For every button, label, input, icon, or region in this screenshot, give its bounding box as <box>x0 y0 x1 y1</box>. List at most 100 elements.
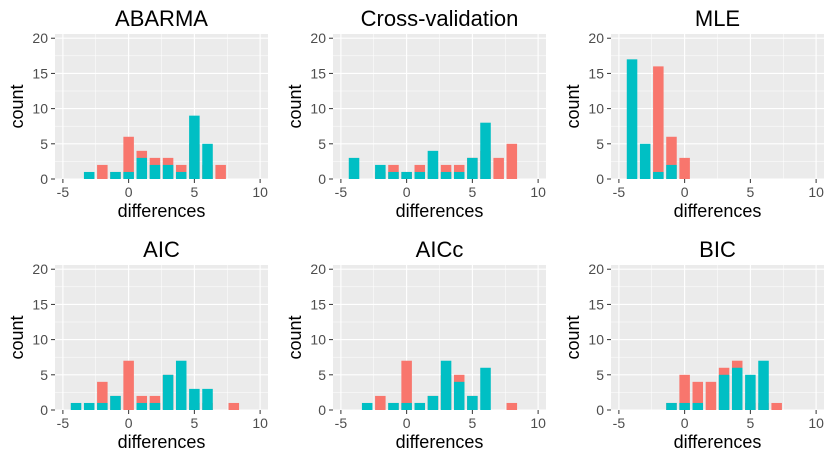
x-axis-title: differences <box>674 201 762 221</box>
bar-red-x0 <box>401 360 412 410</box>
bar-teal-x1 <box>136 402 148 410</box>
bar-teal-x-2 <box>653 171 664 179</box>
bar-teal-x-1 <box>666 164 677 179</box>
y-tick-label: 15 <box>310 296 326 312</box>
bar-red-x-2 <box>375 395 386 410</box>
bar-teal-x0 <box>123 171 134 179</box>
bar-teal-x1 <box>692 402 704 410</box>
x-tick-label: 5 <box>468 415 476 431</box>
bar-teal-x3 <box>440 171 452 179</box>
y-tick-label: 0 <box>40 171 48 187</box>
bar-teal-x-3 <box>639 143 651 179</box>
bar-red-x8 <box>506 143 518 179</box>
bar-teal-x-4 <box>70 402 82 410</box>
bar-red-x0 <box>679 374 690 410</box>
facet-title: BIC <box>699 237 736 262</box>
y-tick-label: 0 <box>40 402 48 418</box>
bar-teal-x2 <box>149 402 161 410</box>
bar-teal-x1 <box>414 171 426 179</box>
x-tick-label: 5 <box>468 184 476 200</box>
bar-teal-x-1 <box>110 171 121 179</box>
x-axis-title: differences <box>118 201 206 221</box>
x-tick-label: 10 <box>252 415 268 431</box>
bar-teal-x6 <box>202 143 213 179</box>
facet-title: Cross-validation <box>361 6 519 31</box>
y-axis-title: count <box>285 84 305 128</box>
y-axis-title: count <box>7 84 27 128</box>
y-tick-label: 5 <box>40 367 48 383</box>
bar-teal-x-4 <box>348 157 360 179</box>
bar-red-x0 <box>123 136 134 179</box>
bar-red-x7 <box>771 402 782 410</box>
bar-red-x7 <box>215 164 226 179</box>
bar-teal-x4 <box>175 360 187 410</box>
facet-bic: -5 0 5 10 0 5 10 15 20 BIC differences count <box>563 237 824 452</box>
x-axis-title: differences <box>118 432 206 452</box>
facet-aicc: -5 0 5 10 0 5 10 15 20 AICc differences count <box>285 237 546 452</box>
y-tick-label: 0 <box>596 402 604 418</box>
y-tick-label: 5 <box>318 136 326 152</box>
y-tick-label: 0 <box>318 402 326 418</box>
bar-teal-x6 <box>480 367 491 410</box>
bar-red-x8 <box>228 402 240 410</box>
y-tick-label: 20 <box>310 30 326 46</box>
bar-teal-x-1 <box>388 402 399 410</box>
y-tick-label: 5 <box>596 367 604 383</box>
bar-teal-x-2 <box>375 164 386 179</box>
x-tick-label: 10 <box>808 415 824 431</box>
bar-teal-x5 <box>467 157 478 179</box>
bar-red-x2 <box>705 381 717 410</box>
bar-teal-x0 <box>401 171 412 179</box>
y-tick-label: 15 <box>588 65 604 81</box>
facet-mle: -5 0 5 10 0 5 10 15 20 MLE differences count <box>563 6 824 221</box>
bar-red-x-2 <box>97 381 108 410</box>
y-tick-label: 5 <box>318 367 326 383</box>
x-tick-label: 0 <box>681 415 689 431</box>
bar-teal-x5 <box>745 374 756 410</box>
bar-teal-x-1 <box>666 402 677 410</box>
bar-teal-x6 <box>202 388 213 410</box>
y-tick-label: 15 <box>32 296 48 312</box>
bar-teal-x6 <box>480 122 491 179</box>
x-axis-title: differences <box>396 201 484 221</box>
y-tick-label: 10 <box>588 101 604 117</box>
facet-title: AIC <box>143 237 180 262</box>
facet-abarma: -5 0 5 10 0 5 10 15 20 ABARMA differences count <box>7 6 268 221</box>
x-tick-label: 5 <box>746 184 754 200</box>
x-tick-label: 5 <box>746 415 754 431</box>
bar-teal-x0 <box>401 402 412 410</box>
y-tick-label: 20 <box>32 30 48 46</box>
bar-teal-x4 <box>175 171 187 179</box>
bar-teal-x1 <box>414 402 426 410</box>
x-tick-label: 10 <box>530 184 546 200</box>
bar-teal-x6 <box>758 360 769 410</box>
x-tick-label: 0 <box>403 415 411 431</box>
y-tick-label: 10 <box>32 332 48 348</box>
y-tick-label: 5 <box>596 136 604 152</box>
x-axis-title: differences <box>674 432 762 452</box>
y-tick-label: 20 <box>32 261 48 277</box>
bar-teal-x4 <box>453 171 465 179</box>
x-tick-label: 0 <box>403 184 411 200</box>
y-tick-label: 0 <box>318 171 326 187</box>
y-axis-title: count <box>7 315 27 359</box>
bar-red-x-1 <box>666 136 677 179</box>
bar-teal-x3 <box>162 374 174 410</box>
y-tick-label: 20 <box>588 261 604 277</box>
facet-cross-validation: -5 0 5 10 0 5 10 15 20 Cross-validation difference… <box>285 6 546 221</box>
bar-teal-x5 <box>189 115 200 179</box>
bar-teal-x3 <box>440 360 452 410</box>
bar-red-x1 <box>692 381 704 410</box>
bar-teal-x5 <box>189 388 200 410</box>
x-tick-label: 5 <box>190 184 198 200</box>
bar-red-x0 <box>123 360 134 410</box>
bar-teal-x2 <box>149 164 161 179</box>
bar-teal-x-2 <box>97 402 108 410</box>
bar-teal-x-3 <box>83 402 95 410</box>
facet-title: AICc <box>416 237 464 262</box>
y-axis-title: count <box>285 315 305 359</box>
bar-teal-x-3 <box>83 171 95 179</box>
bar-red-x-2 <box>97 164 108 179</box>
bar-red-x7 <box>493 157 504 179</box>
